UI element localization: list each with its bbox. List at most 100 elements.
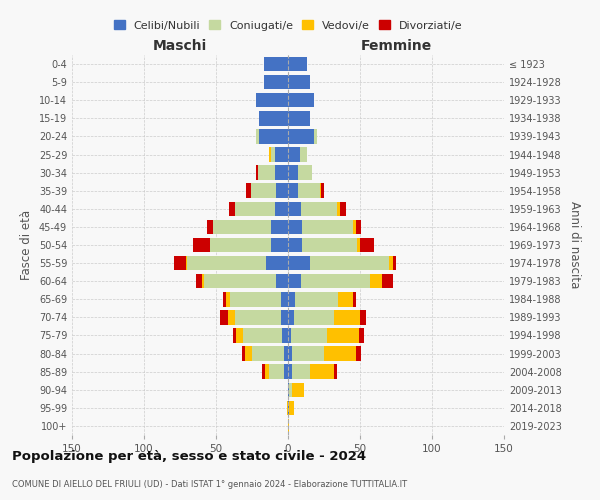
Bar [220,310,227,324]
Bar [288,274,301,288]
Bar [288,129,314,144]
Bar [353,220,356,234]
Bar [320,184,321,198]
Bar [263,75,288,90]
Bar [275,166,288,180]
Bar [193,238,210,252]
Bar [208,220,213,234]
Bar [187,256,266,270]
Bar [213,220,271,234]
Text: Popolazione per età, sesso e stato civile - 2024: Popolazione per età, sesso e stato civil… [12,450,366,463]
Bar [269,364,284,379]
Bar [256,129,259,144]
Bar [256,166,258,180]
Bar [356,220,361,234]
Bar [246,184,251,198]
Bar [288,184,298,198]
Bar [301,202,337,216]
Bar [357,238,360,252]
Bar [288,328,291,342]
Bar [288,220,302,234]
Bar [356,346,361,361]
Bar [242,346,245,361]
Bar [262,364,265,379]
Text: Femmine: Femmine [361,39,431,53]
Bar [289,382,292,397]
Bar [360,310,366,324]
Bar [288,238,302,252]
Bar [370,274,382,288]
Bar [288,400,289,415]
Bar [245,346,252,361]
Bar [288,166,298,180]
Bar [256,93,288,108]
Bar [288,256,310,270]
Text: Maschi: Maschi [153,39,207,53]
Bar [288,382,289,397]
Bar [288,202,301,216]
Bar [271,238,288,252]
Bar [251,184,277,198]
Bar [310,364,334,379]
Bar [275,202,288,216]
Bar [288,346,292,361]
Bar [302,238,357,252]
Bar [271,220,288,234]
Bar [287,400,288,415]
Bar [277,274,288,288]
Bar [359,328,364,342]
Bar [281,310,288,324]
Bar [288,148,299,162]
Bar [284,364,288,379]
Bar [291,328,327,342]
Bar [223,292,226,306]
Bar [292,346,324,361]
Bar [288,75,310,90]
Bar [235,310,281,324]
Bar [298,166,313,180]
Bar [301,274,370,288]
Bar [269,148,271,162]
Bar [292,364,310,379]
Bar [382,274,393,288]
Bar [284,346,288,361]
Bar [294,310,334,324]
Bar [327,328,359,342]
Bar [186,256,187,270]
Bar [205,274,277,288]
Bar [226,292,230,306]
Bar [298,184,320,198]
Bar [227,310,235,324]
Bar [353,292,356,306]
Bar [324,346,356,361]
Bar [321,184,324,198]
Bar [236,328,244,342]
Bar [288,418,289,433]
Bar [334,310,360,324]
Bar [314,129,317,144]
Bar [230,292,281,306]
Bar [310,256,389,270]
Bar [292,382,304,397]
Bar [271,148,275,162]
Bar [258,166,275,180]
Bar [334,364,337,379]
Bar [174,256,186,270]
Y-axis label: Anni di nascita: Anni di nascita [568,202,581,288]
Bar [393,256,396,270]
Bar [263,57,288,72]
Bar [302,220,353,234]
Bar [288,57,307,72]
Bar [259,111,288,126]
Bar [360,238,374,252]
Bar [289,400,294,415]
Bar [265,364,269,379]
Bar [338,292,353,306]
Y-axis label: Fasce di età: Fasce di età [20,210,33,280]
Bar [299,148,307,162]
Bar [275,148,288,162]
Bar [259,129,288,144]
Bar [277,184,288,198]
Bar [235,202,275,216]
Bar [288,93,314,108]
